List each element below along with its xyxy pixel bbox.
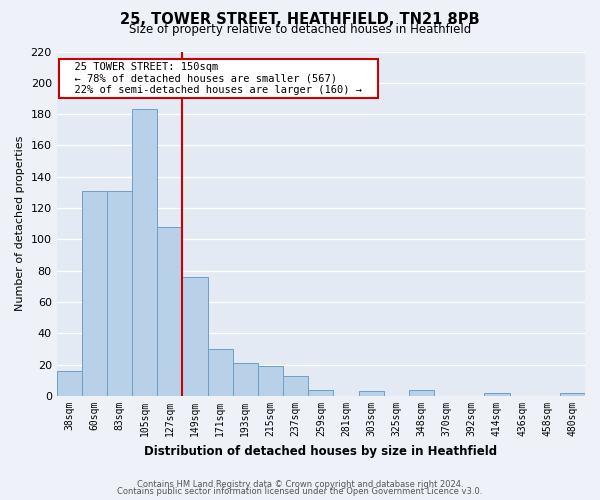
- Bar: [157, 227, 182, 396]
- Bar: [208, 349, 233, 396]
- Bar: [308, 390, 334, 396]
- Text: Size of property relative to detached houses in Heathfield: Size of property relative to detached ho…: [129, 22, 471, 36]
- Bar: [484, 393, 509, 396]
- Bar: [233, 363, 258, 396]
- Text: 25, TOWER STREET, HEATHFIELD, TN21 8PB: 25, TOWER STREET, HEATHFIELD, TN21 8PB: [120, 12, 480, 28]
- Bar: [56, 371, 82, 396]
- Bar: [182, 277, 208, 396]
- Bar: [132, 110, 157, 396]
- Bar: [82, 191, 107, 396]
- Y-axis label: Number of detached properties: Number of detached properties: [15, 136, 25, 312]
- Text: Contains public sector information licensed under the Open Government Licence v3: Contains public sector information licen…: [118, 487, 482, 496]
- Text: 25 TOWER STREET: 150sqm  
  ← 78% of detached houses are smaller (567)  
  22% o: 25 TOWER STREET: 150sqm ← 78% of detache…: [62, 62, 374, 95]
- Bar: [107, 191, 132, 396]
- Bar: [359, 392, 384, 396]
- Bar: [560, 393, 585, 396]
- Text: Contains HM Land Registry data © Crown copyright and database right 2024.: Contains HM Land Registry data © Crown c…: [137, 480, 463, 489]
- Bar: [258, 366, 283, 396]
- Bar: [409, 390, 434, 396]
- Bar: [283, 376, 308, 396]
- X-axis label: Distribution of detached houses by size in Heathfield: Distribution of detached houses by size …: [144, 444, 497, 458]
